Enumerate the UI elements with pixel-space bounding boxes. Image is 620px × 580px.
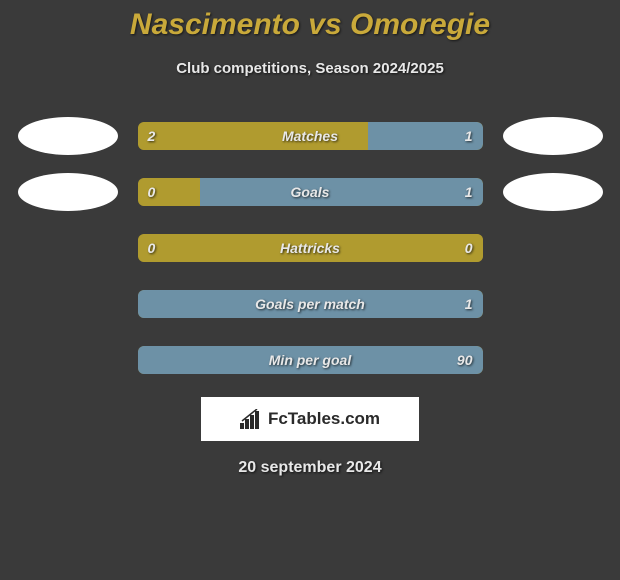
stat-row: 90Min per goal (0, 341, 620, 379)
stat-bar: 21Matches (138, 122, 483, 150)
stat-label: Goals (138, 178, 483, 206)
stat-bar: 1Goals per match (138, 290, 483, 318)
stat-row: 01Goals (0, 173, 620, 211)
stat-label: Goals per match (138, 290, 483, 318)
player-left-avatar (18, 117, 118, 155)
stat-label: Matches (138, 122, 483, 150)
stat-row: 21Matches (0, 117, 620, 155)
stat-label: Min per goal (138, 346, 483, 374)
comparison-container: Nascimento vs Omoregie Club competitions… (0, 0, 620, 477)
stat-rows: 21Matches 01Goals 00Hattricks 1Goals per ma… (0, 117, 620, 379)
page-title: Nascimento vs Omoregie (0, 8, 620, 42)
stat-row: 00Hattricks (0, 229, 620, 267)
page-subtitle: Club competitions, Season 2024/2025 (0, 60, 620, 77)
stat-bar: 90Min per goal (138, 346, 483, 374)
date-text: 20 september 2024 (0, 459, 620, 477)
stat-row: 1Goals per match (0, 285, 620, 323)
stat-bar: 00Hattricks (138, 234, 483, 262)
player-left-avatar (18, 173, 118, 211)
player-right-avatar (503, 173, 603, 211)
player-right-avatar (503, 117, 603, 155)
logo-text: FcTables.com (268, 409, 380, 429)
bar-chart-icon (240, 409, 262, 429)
logo-box: FcTables.com (201, 397, 419, 441)
stat-bar: 01Goals (138, 178, 483, 206)
stat-label: Hattricks (138, 234, 483, 262)
